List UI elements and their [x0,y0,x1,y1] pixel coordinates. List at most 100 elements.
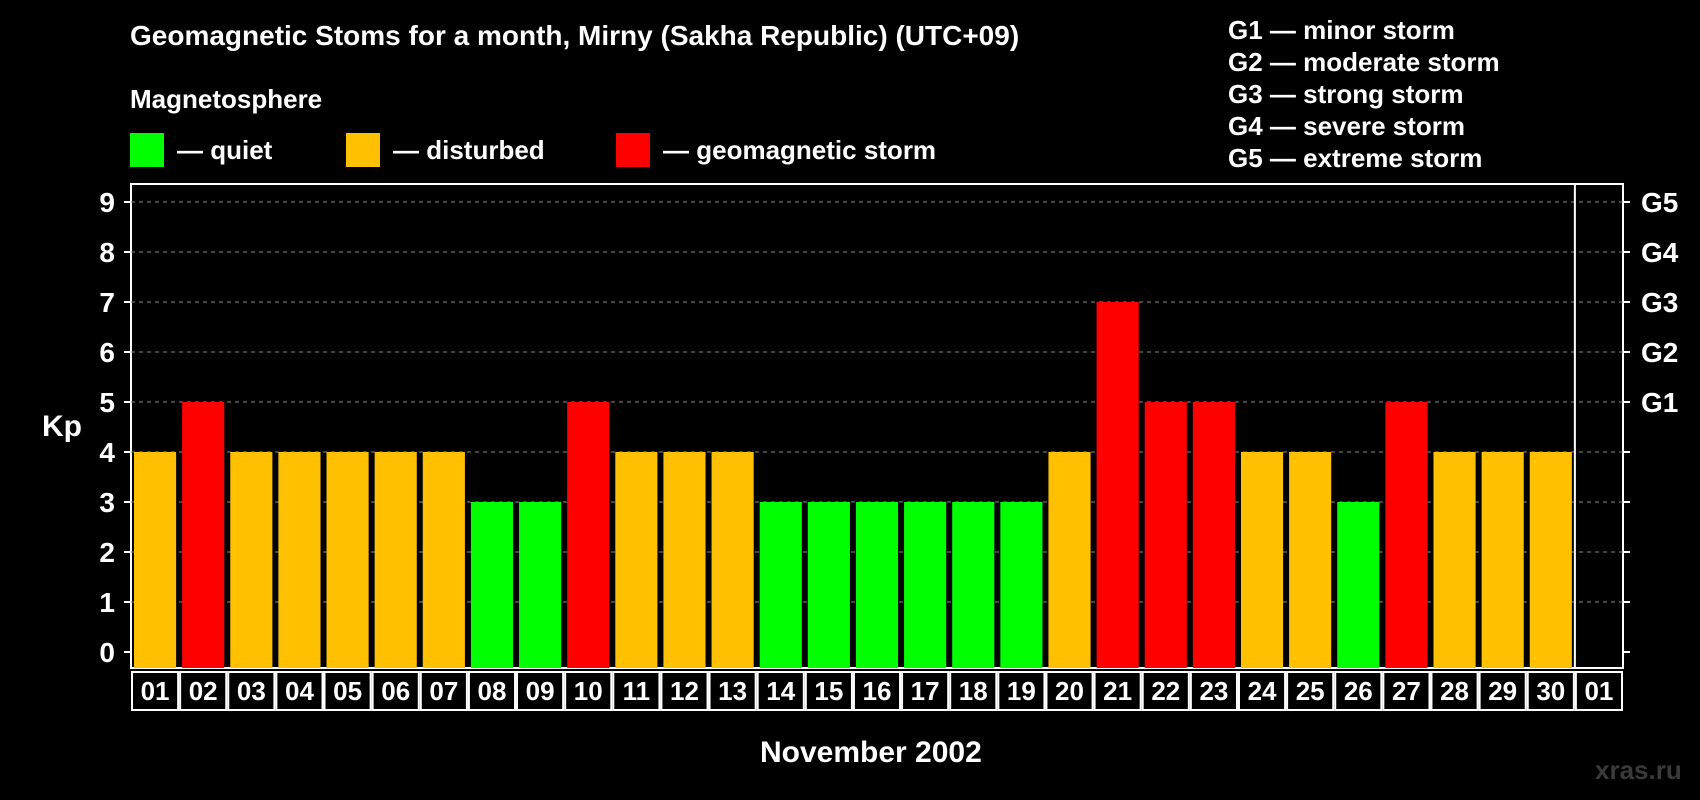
legend-label-disturbed: — disturbed [393,135,545,165]
day-label: 08 [478,676,507,706]
x-axis-label: November 2002 [760,736,982,769]
storm-scale-g4: G4 — severe storm [1228,111,1466,141]
day-label-box [804,671,853,711]
day-label-box [1334,671,1383,711]
day-label-box [708,671,757,711]
kp-bar [615,452,658,668]
storm-scale-g5: G5 — extreme storm [1228,143,1483,173]
day-label-box [901,671,950,711]
day-label: 14 [766,676,795,706]
kp-bar [1529,452,1572,668]
kp-bar [663,452,706,668]
kp-bar [470,502,514,668]
day-label-box [660,671,709,711]
day-label-box [275,671,324,711]
day-label-box [371,671,420,711]
day-label-box [227,671,276,711]
y-axis-label: Kp [42,410,82,443]
day-label-box [419,671,468,711]
day-label-box [1286,671,1335,711]
kp-bar [374,452,417,668]
storm-scale-g2: G2 — moderate storm [1228,47,1500,77]
y-tick-label: 0 [99,637,115,668]
day-label: 18 [959,676,988,706]
g-scale-label: G5 [1641,187,1678,218]
day-label-box [1237,671,1287,711]
day-label-box [997,671,1046,711]
kp-bar [759,502,802,668]
kp-bar [1000,502,1043,668]
kp-bar [278,452,321,668]
kp-bar [1481,452,1524,668]
legend-swatch-quiet [130,133,164,167]
day-label-box [1382,671,1431,711]
day-label: 01 [1584,676,1613,706]
kp-bar [567,402,610,668]
day-label-box [1141,671,1190,711]
kp-bar [1096,302,1139,668]
legend-label-storm: — geomagnetic storm [663,135,937,165]
kp-bar [855,502,899,668]
magnetosphere-heading: Magnetosphere [130,84,323,114]
legend-swatch-disturbed [346,133,380,167]
day-label: 29 [1488,676,1517,706]
day-label-box [1526,671,1575,711]
kp-bar [952,502,995,668]
g-scale-label: G1 [1641,387,1678,418]
kp-bar [1289,452,1332,668]
kp-bar [1048,452,1091,668]
kp-bar [1385,402,1428,668]
day-label: 05 [333,676,362,706]
day-label: 06 [381,676,410,706]
watermark: xras.ru [1595,755,1682,785]
legend-swatch-storm [616,133,650,167]
day-label: 24 [1248,676,1277,706]
day-label: 11 [623,676,651,706]
day-label-box [1093,671,1142,711]
kp-bar [807,502,850,668]
storm-scale-g3: G3 — strong storm [1228,79,1464,109]
day-label: 07 [429,676,458,706]
day-label-box [1478,671,1527,711]
day-label-box [1045,671,1094,711]
kp-bar [1240,452,1284,668]
y-tick-label: 9 [99,187,115,218]
kp-bar [904,502,947,668]
g-scale-label: G2 [1641,337,1678,368]
day-label: 23 [1199,676,1228,706]
day-label: 10 [574,676,603,706]
day-label: 02 [189,676,218,706]
kp-bar [1192,402,1235,668]
day-label: 20 [1055,676,1084,706]
day-label-box [516,671,565,711]
y-tick-label: 7 [99,287,115,318]
day-label-box [1574,671,1624,711]
y-tick-label: 8 [99,237,115,268]
day-label: 04 [285,676,314,706]
y-tick-label: 4 [99,437,115,468]
day-label: 15 [814,676,843,706]
kp-bar [134,452,177,668]
day-label: 22 [1151,676,1180,706]
day-label: 09 [526,676,555,706]
kp-bar [422,452,465,668]
day-label-box [612,671,661,711]
day-label: 12 [670,676,699,706]
day-label-box [131,671,180,711]
day-label: 17 [911,676,940,706]
day-label: 26 [1344,676,1373,706]
day-label: 16 [863,676,892,706]
day-label-box [852,671,902,711]
chart-title: Geomagnetic Stoms for a month, Mirny (Sa… [130,20,1020,51]
day-label: 30 [1536,676,1565,706]
day-label-box [179,671,228,711]
day-label-box [467,671,517,711]
day-label: 25 [1296,676,1325,706]
kp-bar [711,452,754,668]
day-label: 01 [141,676,170,706]
y-tick-label: 5 [99,387,115,418]
day-label-box [1430,671,1479,711]
kp-bar [1337,502,1380,668]
day-label: 13 [718,676,747,706]
